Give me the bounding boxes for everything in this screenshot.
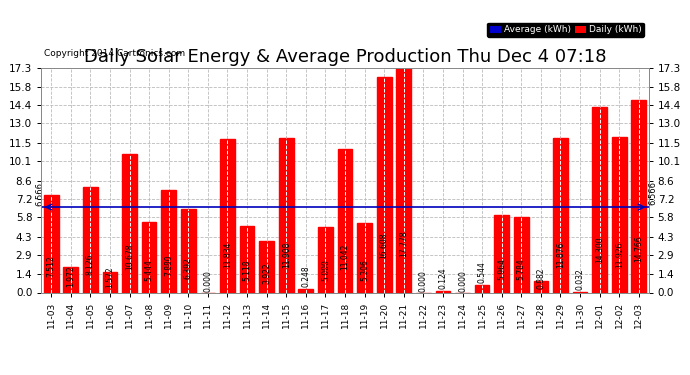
- Text: 11.042: 11.042: [340, 243, 350, 270]
- Text: 0.124: 0.124: [438, 267, 447, 289]
- Bar: [161, 190, 176, 292]
- Text: Copyright 2014 Cartronics.com: Copyright 2014 Cartronics.com: [44, 50, 186, 58]
- Bar: [181, 209, 196, 292]
- Text: 5.000: 5.000: [321, 260, 330, 282]
- Bar: [63, 267, 78, 292]
- Bar: [357, 224, 372, 292]
- Text: 6.566: 6.566: [649, 181, 658, 205]
- Bar: [259, 242, 274, 292]
- Title: Daily Solar Energy & Average Production Thu Dec 4 07:18: Daily Solar Energy & Average Production …: [83, 48, 607, 66]
- Text: 0.544: 0.544: [477, 262, 486, 284]
- Bar: [377, 76, 391, 292]
- Bar: [397, 61, 411, 292]
- Text: 11.876: 11.876: [556, 242, 565, 268]
- Bar: [44, 195, 59, 292]
- Text: 11.908: 11.908: [282, 242, 290, 268]
- Text: 1.572: 1.572: [106, 267, 115, 288]
- Text: 7.880: 7.880: [164, 254, 173, 276]
- Legend: Average (kWh), Daily (kWh): Average (kWh), Daily (kWh): [487, 22, 644, 37]
- Bar: [239, 226, 255, 292]
- Bar: [435, 291, 451, 292]
- Bar: [299, 289, 313, 292]
- Text: 11.926: 11.926: [615, 242, 624, 268]
- Bar: [103, 272, 117, 292]
- Bar: [318, 228, 333, 292]
- Bar: [279, 138, 293, 292]
- Text: 0.248: 0.248: [302, 266, 310, 287]
- Text: 5.784: 5.784: [517, 258, 526, 280]
- Text: 6.566: 6.566: [35, 182, 44, 206]
- Bar: [475, 285, 489, 292]
- Text: 16.608: 16.608: [380, 232, 388, 259]
- Text: 8.126: 8.126: [86, 254, 95, 275]
- Bar: [83, 187, 98, 292]
- Text: 3.922: 3.922: [262, 262, 271, 284]
- Bar: [141, 222, 157, 292]
- Bar: [612, 137, 627, 292]
- Text: 17.778: 17.778: [400, 230, 408, 256]
- Bar: [533, 281, 549, 292]
- Text: 0.000: 0.000: [419, 270, 428, 292]
- Text: 7.512: 7.512: [47, 255, 56, 276]
- Text: 0.000: 0.000: [204, 270, 213, 292]
- Bar: [494, 215, 509, 292]
- Text: 0.032: 0.032: [575, 268, 584, 290]
- Text: 10.678: 10.678: [125, 244, 134, 270]
- Text: 1.972: 1.972: [66, 266, 75, 287]
- Bar: [553, 138, 568, 292]
- Text: 6.392: 6.392: [184, 257, 193, 279]
- Bar: [514, 217, 529, 292]
- Bar: [592, 106, 607, 292]
- Bar: [337, 149, 353, 292]
- Text: 0.000: 0.000: [458, 270, 467, 292]
- Text: 14.300: 14.300: [595, 237, 604, 263]
- Bar: [631, 100, 646, 292]
- Text: 0.882: 0.882: [536, 268, 545, 290]
- Text: 5.118: 5.118: [243, 260, 252, 281]
- Bar: [220, 139, 235, 292]
- Text: 5.964: 5.964: [497, 258, 506, 280]
- Text: 14.766: 14.766: [634, 236, 643, 262]
- Text: 5.444: 5.444: [145, 259, 154, 280]
- Text: 11.834: 11.834: [223, 242, 232, 268]
- Text: 5.306: 5.306: [360, 259, 369, 281]
- Bar: [122, 154, 137, 292]
